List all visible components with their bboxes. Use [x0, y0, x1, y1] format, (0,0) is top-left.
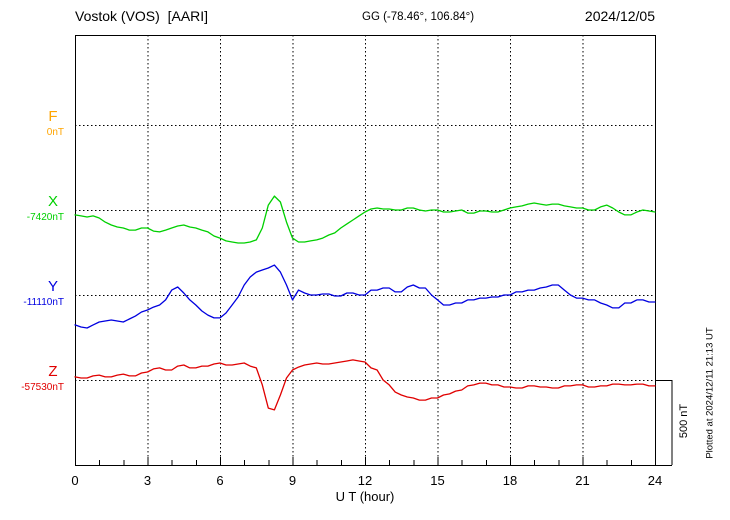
x-tick-label-3: 3 [143, 473, 152, 488]
trace-Z [74, 359, 656, 411]
x-tick-label-12: 12 [357, 473, 373, 488]
x-tick-label-15: 15 [430, 473, 445, 488]
x-tick-label-0: 0 [71, 473, 79, 488]
component-baseline-x: -7420nT [26, 212, 64, 223]
x-tick-label-9: 9 [288, 473, 297, 488]
x-axis-label: U T (hour) [335, 489, 395, 504]
x-tick-label-6: 6 [216, 473, 224, 488]
station-coordinates: GG (-78.46°, 106.84°) [362, 11, 475, 23]
trace-X [74, 195, 656, 244]
component-label-f: F [48, 108, 58, 125]
plot-date: 2024/12/05 [584, 8, 655, 24]
component-label-x: X [47, 193, 58, 210]
component-label-z: Z [48, 363, 58, 380]
component-label-y: Y [47, 278, 58, 295]
plotted-timestamp: Plotted at 2024/12/11 21:13 UT [704, 327, 716, 459]
component-baseline-y: -11110nT [23, 297, 64, 308]
x-tick-label-18: 18 [502, 473, 518, 488]
trace-Y [74, 264, 656, 329]
component-baseline-z: -57530nT [21, 382, 64, 393]
x-tick-label-24: 24 [647, 473, 663, 488]
scale-bar-label: 500 nT [678, 403, 690, 439]
station-title: Vostok (VOS) [AARI] [75, 8, 209, 24]
x-tick-label-21: 21 [575, 473, 590, 488]
component-baseline-f: 0nT [46, 127, 64, 138]
